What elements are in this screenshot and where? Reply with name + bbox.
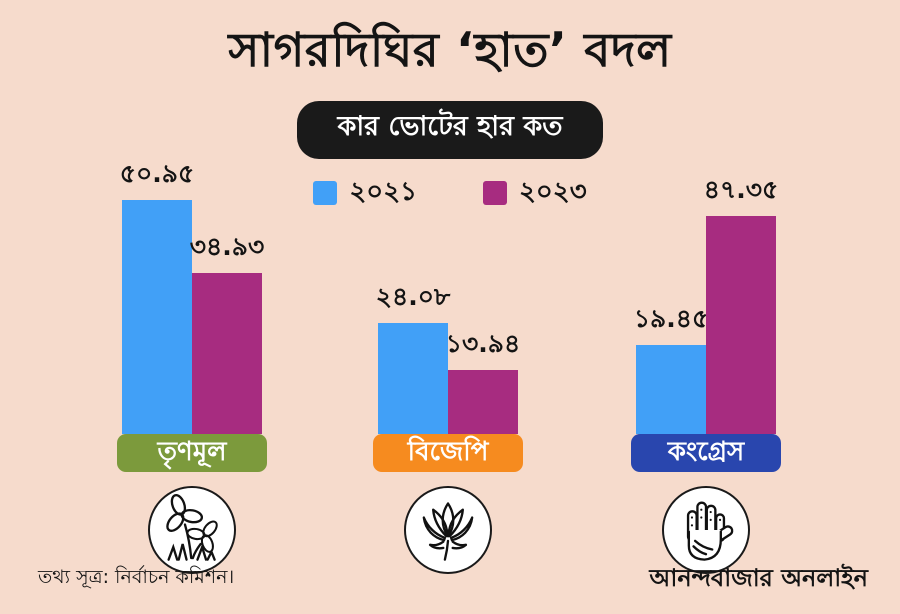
source-note: তথ্য সূত্র: নির্বাচন কমিশন। [38,566,235,588]
subtitle-pill-wrap: কার ভোটের হার কত [0,101,900,159]
bar-value-label: ১৩.৯৪ [445,329,521,358]
party-group-congress: ১৯.৪৫ ৪৭.৩৫ কংগ্রেস [626,164,786,574]
bar-cell-bjp-2023: ১৩.৯৪ [445,324,521,434]
chart-legend: ২০২১ ২০২৩ [0,171,900,215]
hand-icon [686,501,734,561]
legend-item-2023: ২০২৩ [482,171,587,215]
bar-chart: ৫০.৯৫ ৩৪.৯৩ তৃণমূল [0,159,900,594]
party-group-bjp: ২৪.০৮ ১৩.৯৪ বিজেপি [368,164,528,574]
bar-value-label: ২৪.০৮ [375,282,451,311]
bar-cell-congress-2023: ৪৭.৩৫ [703,170,779,434]
trinamool-symbol-badge [148,486,236,574]
bar-congress-2021 [636,345,706,434]
party-label-bjp: বিজেপি [373,434,523,472]
bar-value-label: ৫০.৯৫ [119,159,195,188]
legend-label-2023: ২০২৩ [518,177,587,207]
legend-swatch-2023 [482,181,507,205]
subtitle-pill: কার ভোটের হার কত [297,101,603,159]
legend-item-2021: ২০২১ [313,171,417,215]
bar-trinamool-2021 [122,200,192,434]
bar-value-label: ৪৭.৩৫ [703,175,779,204]
bar-cell-bjp-2021: ২৪.০৮ [375,277,451,434]
bar-bjp-2023 [448,370,518,434]
bar-pair-trinamool: ৫০.৯৫ ৩৪.৯৩ [112,159,272,434]
party-group-trinamool: ৫০.৯৫ ৩৪.৯৩ তৃণমূল [112,159,272,574]
legend-label-2021: ২০২১ [349,177,417,207]
bar-congress-2023 [706,216,776,434]
bar-bjp-2021 [378,323,448,434]
bar-cell-trinamool-2023: ৩৪.৯৩ [189,227,265,434]
legend-swatch-2021 [313,181,338,205]
twin-flowers-icon [166,493,218,561]
congress-symbol-badge [662,486,750,574]
bar-cell-trinamool-2021: ৫০.৯৫ [119,154,195,434]
bar-cell-congress-2021: ১৯.৪৫ [633,299,709,434]
page-title: সাগরদিঘির ‘হাত’ বদল [228,23,672,78]
party-label-congress: কংগ্রেস [631,434,781,472]
lotus-icon [422,502,474,561]
bar-trinamool-2023 [192,273,262,434]
bar-value-label: ৩৪.৯৩ [189,232,265,261]
bar-pair-bjp: ২৪.০৮ ১৩.৯৪ [368,164,528,434]
bjp-symbol-badge [404,486,492,574]
party-label-trinamool: তৃণমূল [117,434,267,472]
bar-value-label: ১৯.৪৫ [633,304,709,333]
brand-logo-text: আনন্দবাজার অনলাইন [649,564,868,592]
bar-pair-congress: ১৯.৪৫ ৪৭.৩৫ [626,164,786,434]
